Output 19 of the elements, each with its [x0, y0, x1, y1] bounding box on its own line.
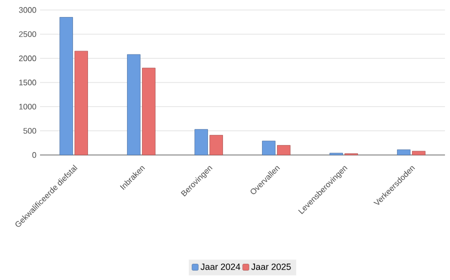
y-tick-label: 1000	[19, 104, 36, 110]
y-tick-label: 2000	[19, 56, 36, 62]
bar	[74, 50, 88, 156]
bar	[194, 129, 208, 156]
bar	[277, 145, 290, 156]
legend-label: Jaar 2024	[200, 264, 240, 270]
legend-label: Jaar 2025	[251, 264, 291, 270]
bar	[60, 17, 73, 156]
y-tick-label: 3000	[18, 7, 36, 13]
bar	[397, 149, 410, 156]
bar	[142, 68, 156, 156]
y-tick-label: 500	[23, 128, 36, 134]
y-tick-label: 1500	[19, 80, 36, 86]
bar	[127, 54, 140, 156]
y-tick-label: 2500	[19, 31, 36, 37]
bar	[262, 140, 276, 156]
y-tick-label: 0	[32, 152, 36, 158]
bar	[210, 134, 223, 156]
bar	[412, 150, 426, 156]
